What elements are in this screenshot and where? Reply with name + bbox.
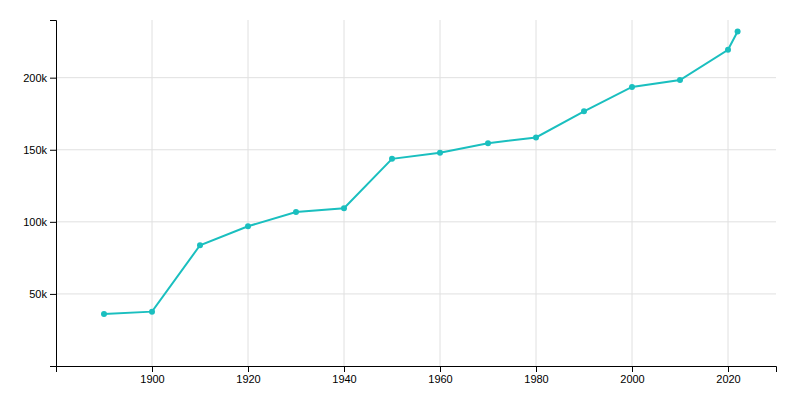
marker (735, 29, 741, 35)
x-tick: 1920 (236, 366, 260, 385)
y-tick-mark (50, 150, 56, 151)
grid (56, 20, 776, 366)
y-grid-line (56, 221, 776, 222)
y-tick: 50k (29, 288, 56, 300)
x-tick-label: 1900 (140, 373, 164, 385)
x-tick-mark (536, 366, 537, 372)
x-tick: 2000 (620, 366, 644, 385)
y-tick-mark (50, 222, 56, 223)
x-tick-mark (440, 366, 441, 372)
y-tick-label: 200k (23, 72, 47, 84)
chart-container: 1900 1920 1940 1960 1980 2000 2020 50k 100k 150k 2… (0, 0, 800, 400)
line (104, 32, 738, 315)
x-grid-line (632, 20, 633, 366)
y-tick: 100k (23, 216, 56, 228)
x-tick-mark (728, 366, 729, 372)
y-axis: 50k 100k 150k 200k (23, 21, 56, 367)
marker (437, 150, 443, 156)
x-axis: 1900 1920 1940 1960 1980 2000 2020 (57, 366, 777, 385)
y-axis-line (50, 21, 57, 367)
y-tick-label: 100k (23, 216, 47, 228)
marker (293, 209, 299, 215)
y-tick-label: 50k (29, 288, 47, 300)
plot: 1900 1920 1940 1960 1980 2000 2020 50k 100k 150k 2… (23, 20, 776, 385)
x-tick-label: 1980 (524, 373, 548, 385)
x-tick: 2020 (716, 366, 740, 385)
y-tick-mark (50, 294, 56, 295)
marker (725, 47, 731, 53)
y-grid-line (56, 77, 776, 78)
marker (629, 84, 635, 90)
x-tick-label: 1960 (428, 373, 452, 385)
marker (149, 309, 155, 315)
marker (341, 205, 347, 211)
marker (677, 77, 683, 83)
marker (197, 242, 203, 248)
x-tick: 1980 (524, 366, 548, 385)
x-grid-line (440, 20, 441, 366)
data-layer (101, 29, 741, 318)
y-tick-label: 150k (23, 144, 47, 156)
x-grid-line (728, 20, 729, 366)
chart-svg: 1900 1920 1940 1960 1980 2000 2020 50k 100k 150k 2… (0, 0, 800, 400)
x-tick: 1960 (428, 366, 452, 385)
y-tick-mark (50, 78, 56, 79)
y-tick: 200k (23, 72, 56, 84)
marker (101, 311, 107, 317)
x-grid-line (248, 20, 249, 366)
marker (389, 156, 395, 162)
x-tick: 1900 (140, 366, 164, 385)
y-grid-line (56, 149, 776, 150)
x-tick-mark (248, 366, 249, 372)
x-grid-line (344, 20, 345, 366)
x-tick-label: 1920 (236, 373, 260, 385)
marker (581, 108, 587, 114)
x-grid-line (536, 20, 537, 366)
marker (485, 140, 491, 146)
x-tick: 1940 (332, 366, 356, 385)
marker (245, 223, 251, 229)
x-tick-label: 1940 (332, 373, 356, 385)
x-tick-mark (152, 366, 153, 372)
x-tick-mark (344, 366, 345, 372)
x-axis-line (57, 367, 777, 373)
x-tick-label: 2000 (620, 373, 644, 385)
x-tick-label: 2020 (716, 373, 740, 385)
x-tick-mark (632, 366, 633, 372)
y-tick: 150k (23, 144, 56, 156)
marker (533, 134, 539, 140)
